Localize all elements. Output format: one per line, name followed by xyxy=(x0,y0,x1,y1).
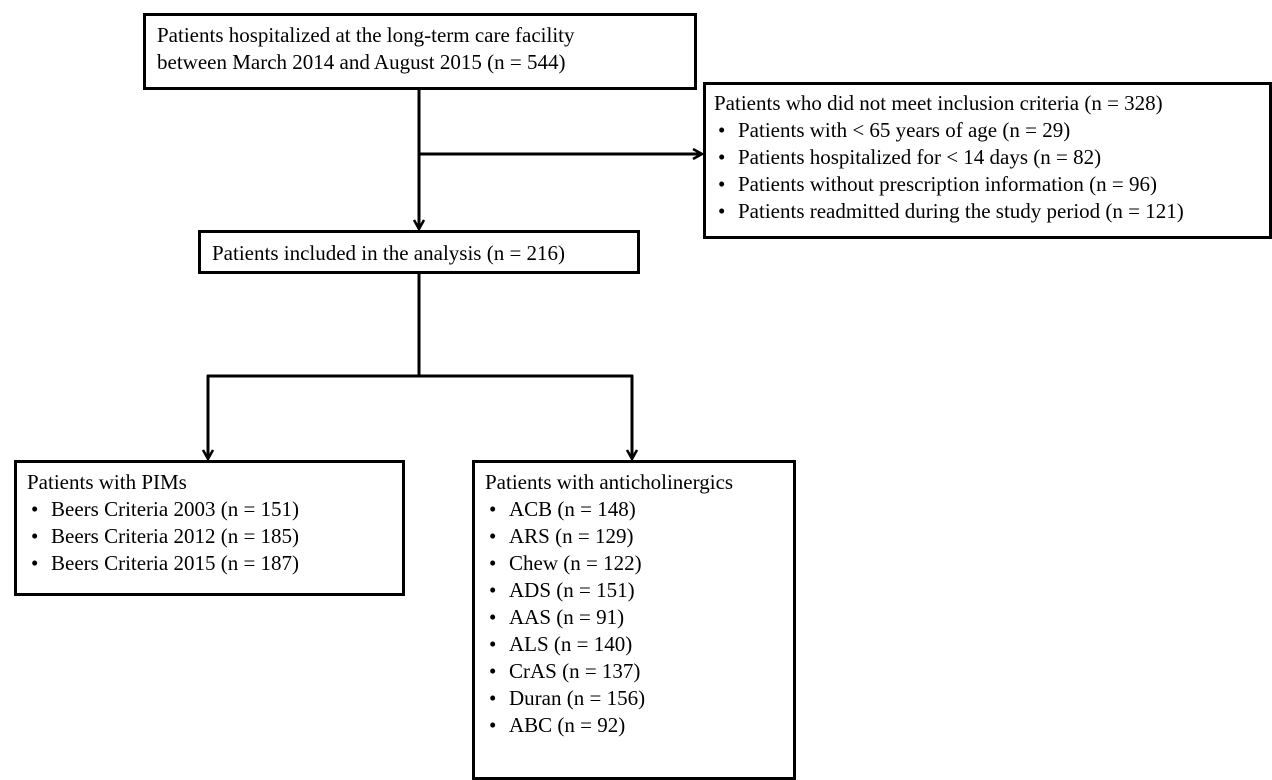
pims-item: Beers Criteria 2003 (n = 151) xyxy=(27,496,402,523)
exclusion-item: Patients readmitted during the study per… xyxy=(714,198,1269,225)
exclusion-list: Patients with < 65 years of age (n = 29)… xyxy=(714,117,1269,225)
anticholinergics-item: CrAS (n = 137) xyxy=(485,658,793,685)
included-box: Patients included in the analysis (n = 2… xyxy=(198,230,640,274)
anticholinergics-item: ABC (n = 92) xyxy=(485,712,793,739)
anticholinergics-list: ACB (n = 148) ARS (n = 129) Chew (n = 12… xyxy=(485,496,793,739)
anticholinergics-item: Duran (n = 156) xyxy=(485,685,793,712)
exclusion-box: Patients who did not meet inclusion crit… xyxy=(703,82,1272,239)
exclusion-item: Patients hospitalized for < 14 days (n =… xyxy=(714,144,1269,171)
exclusion-item: Patients without prescription informatio… xyxy=(714,171,1269,198)
anticholinergics-item: AAS (n = 91) xyxy=(485,604,793,631)
anticholinergics-item: ARS (n = 129) xyxy=(485,523,793,550)
anticholinergics-item: Chew (n = 122) xyxy=(485,550,793,577)
pims-item: Beers Criteria 2012 (n = 185) xyxy=(27,523,402,550)
pims-item: Beers Criteria 2015 (n = 187) xyxy=(27,550,402,577)
start-box-line-1: Patients hospitalized at the long-term c… xyxy=(157,23,575,47)
pims-box: Patients with PIMs Beers Criteria 2003 (… xyxy=(14,460,405,596)
exclusion-title: Patients who did not meet inclusion crit… xyxy=(714,91,1163,115)
exclusion-item: Patients with < 65 years of age (n = 29) xyxy=(714,117,1269,144)
anticholinergics-item: ACB (n = 148) xyxy=(485,496,793,523)
start-box: Patients hospitalized at the long-term c… xyxy=(143,13,697,90)
included-label: Patients included in the analysis (n = 2… xyxy=(212,241,566,265)
start-box-line-2: between March 2014 and August 2015 (n = … xyxy=(157,50,566,74)
pims-list: Beers Criteria 2003 (n = 151) Beers Crit… xyxy=(27,496,402,577)
anticholinergics-title: Patients with anticholinergics xyxy=(485,470,734,494)
anticholinergics-item: ALS (n = 140) xyxy=(485,631,793,658)
anticholinergics-item: ADS (n = 151) xyxy=(485,577,793,604)
anticholinergics-box: Patients with anticholinergics ACB (n = … xyxy=(472,460,796,780)
pims-title: Patients with PIMs xyxy=(27,470,187,494)
